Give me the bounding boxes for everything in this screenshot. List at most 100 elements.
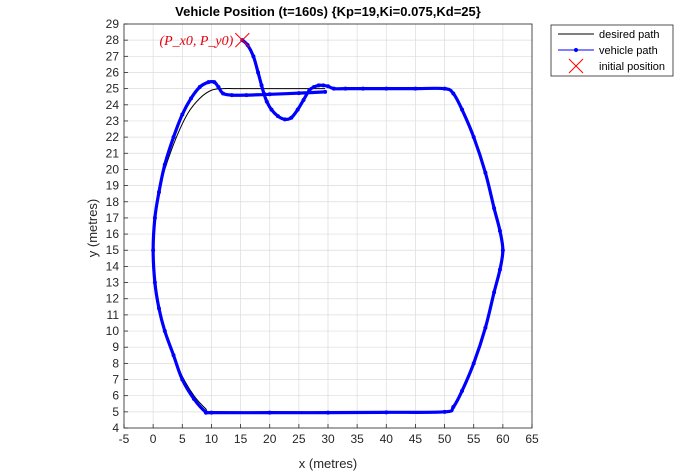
vehicle-path-point (295, 107, 300, 112)
vehicle-path-point (497, 228, 502, 233)
vehicle-path-point (413, 86, 418, 91)
vehicle-path-point (483, 170, 488, 175)
legend: desired path vehicle path initial position (550, 24, 674, 77)
vehicle-path-point (460, 107, 465, 112)
x-tick-label: 20 (263, 432, 277, 446)
vehicle-path-point (360, 86, 365, 91)
vehicle-path-point (152, 215, 157, 220)
legend-label: vehicle path (599, 45, 658, 57)
y-tick-label: 7 (112, 373, 119, 387)
legend-label: desired path (599, 29, 660, 41)
vehicle-path-point (275, 114, 280, 119)
vehicle-path-point (326, 84, 330, 89)
y-axis-label: y (metres) (85, 199, 100, 258)
x-tick-label: 30 (321, 432, 335, 446)
y-tick-label: 20 (106, 162, 120, 176)
vehicle-path-point (197, 85, 202, 90)
x-tick-label: 0 (150, 432, 157, 446)
y-tick-label: 24 (106, 98, 120, 112)
plot-series (151, 32, 505, 415)
vehicle-path-point (323, 89, 328, 94)
vehicle-path-point (343, 86, 348, 91)
x-tick-label: 55 (467, 432, 481, 446)
vehicle-path-point (152, 280, 157, 285)
vehicle-path-point (321, 83, 326, 88)
vehicle-path-point (492, 290, 497, 295)
y-tick-label: 18 (106, 195, 120, 209)
vehicle-path-point (289, 115, 294, 120)
vehicle-path-point (312, 85, 317, 90)
y-tick-label: 12 (106, 292, 120, 306)
vehicle-path-point (264, 99, 269, 104)
y-tick-label: 15 (106, 243, 120, 257)
y-tick-label: 16 (106, 227, 120, 241)
vehicle-path-point (301, 97, 306, 102)
y-tick-label: 19 (106, 179, 120, 193)
x-tick-label: 65 (525, 432, 539, 446)
vehicle-path-point (296, 91, 301, 96)
y-tick-label: 5 (112, 405, 119, 419)
x-tick-label: -5 (119, 432, 130, 446)
y-tick-label: 26 (106, 65, 120, 79)
vehicle-path-point (500, 248, 505, 253)
vehicle-path-point (331, 86, 336, 91)
y-tick-label: 23 (106, 114, 120, 128)
vehicle-path-point (256, 70, 261, 75)
vehicle-path-point (171, 135, 176, 140)
vehicle-path-point (471, 135, 476, 140)
x-tick-label: 35 (350, 432, 364, 446)
x-axis-label: x (metres) (299, 456, 358, 471)
y-tick-label: 25 (106, 82, 120, 96)
vehicle-path-point (229, 93, 234, 98)
x-tick-label: 5 (179, 432, 186, 446)
vehicle-path-point (191, 396, 196, 401)
vehicle-path-point (203, 409, 208, 414)
vehicle-path-point (259, 83, 264, 88)
vehicle-path-point (156, 190, 161, 195)
initial-position-marker (234, 32, 250, 48)
y-tick-label: 27 (106, 49, 120, 63)
y-tick-label: 17 (106, 211, 120, 225)
vehicle-path-point (307, 88, 312, 93)
y-tick-label: 8 (112, 356, 119, 370)
x-tick-label: 15 (234, 432, 248, 446)
legend-item: initial position (568, 58, 665, 74)
x-tick-label: 10 (205, 432, 219, 446)
vehicle-path-point (216, 85, 221, 90)
legend-label: initial position (599, 61, 665, 73)
vehicle-path-point (492, 206, 497, 211)
vehicle-path-point (384, 86, 389, 91)
legend-item: desired path (558, 29, 660, 41)
initial-position-annotation: (P_x0, P_y0) (159, 34, 233, 49)
grid-lines (123, 23, 533, 429)
vehicle-path-point (251, 54, 256, 59)
x-tick-label: 50 (438, 432, 452, 446)
vehicle-path-point (451, 91, 456, 96)
x-tick-label: 45 (409, 432, 423, 446)
y-tick-label: 4 (112, 421, 119, 435)
y-tick-label: 14 (106, 259, 120, 273)
vehicle-path-point (180, 112, 185, 117)
legend-item: vehicle path (558, 45, 658, 57)
y-tick-label: 6 (112, 389, 119, 403)
legend-swatch-marker (574, 48, 578, 52)
vehicle-path-point (206, 80, 211, 85)
vehicle-path-point (162, 162, 167, 167)
chart-title: Vehicle Position (t=160s) {Kp=19,Ki=0.07… (175, 4, 481, 19)
y-tick-label: 22 (106, 130, 120, 144)
vehicle-path-point (151, 248, 156, 253)
vehicle-path-point (497, 267, 502, 272)
y-tick-label: 11 (107, 308, 120, 322)
x-tick-label: 60 (496, 432, 510, 446)
vehicle-path-point (326, 410, 330, 415)
vehicle-path-point (483, 325, 488, 330)
vehicle-path-point (212, 80, 217, 85)
vehicle-path-point (162, 329, 167, 334)
vehicle-path-point (171, 353, 176, 358)
vehicle-path-point (180, 377, 185, 382)
vehicle-path-point (244, 93, 249, 98)
vehicle-path-point (442, 86, 447, 91)
vehicle-path-point (156, 306, 161, 311)
x-tick-label: 40 (380, 432, 394, 446)
